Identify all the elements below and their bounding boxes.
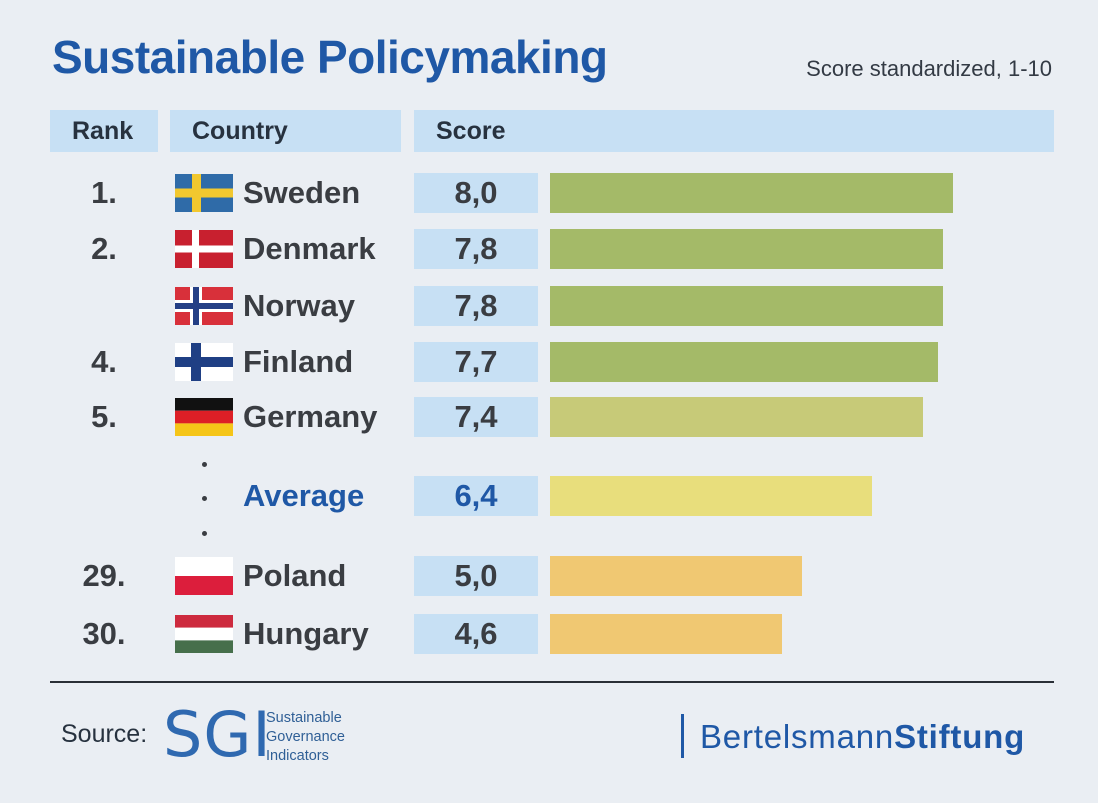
ellipsis-dot (202, 531, 207, 536)
finland-flag (175, 343, 233, 381)
sgi-line: Governance (266, 729, 345, 745)
score-label: 8,0 (414, 173, 538, 213)
score-label: 7,8 (414, 286, 538, 326)
score-label: 7,4 (414, 397, 538, 437)
country-label: Poland (243, 558, 347, 593)
score-label: 7,7 (414, 342, 538, 382)
footer-divider (50, 681, 1054, 683)
score-bar (550, 173, 953, 213)
bertelsmann-logo-bold: Stiftung (894, 718, 1026, 755)
score-label: 7,8 (414, 229, 538, 269)
country-label: Norway (243, 288, 355, 323)
page-subtitle: Score standardized, 1-10 (806, 56, 1052, 81)
ellipsis-dot (202, 462, 207, 467)
score-column-header: Score (414, 110, 1054, 152)
sgi-logo: SGI (163, 698, 272, 771)
sweden-flag (175, 174, 233, 212)
source-label: Source: (61, 720, 148, 748)
rank-column-header: Rank (50, 110, 158, 152)
bertelsmann-logo: BertelsmannStiftung (700, 718, 1025, 756)
country-label: Denmark (243, 231, 376, 266)
denmark-flag (175, 230, 233, 268)
score-label: 6,4 (414, 476, 538, 516)
average-label: Average (243, 478, 365, 513)
rank-label: 1. (91, 175, 117, 210)
score-bar (550, 229, 943, 269)
score-bar (550, 286, 943, 326)
hungary-flag (175, 615, 233, 653)
bertelsmann-divider (681, 714, 684, 758)
germany-flag (175, 398, 233, 436)
average-bar (550, 476, 872, 516)
rank-label: 29. (82, 558, 126, 593)
country-label: Hungary (243, 616, 369, 651)
norway-flag (175, 287, 233, 325)
score-bar (550, 342, 938, 382)
country-label: Finland (243, 344, 354, 379)
sgi-logo-text: Sustainable Governance Indicators (266, 709, 345, 766)
score-label: 4,6 (414, 614, 538, 654)
rank-label: 5. (91, 399, 117, 434)
score-bar (550, 397, 923, 437)
rank-label: 4. (91, 344, 117, 379)
country-label: Germany (243, 399, 378, 434)
score-bar (550, 614, 782, 654)
rank-label: 30. (82, 616, 126, 651)
page-title: Sustainable Policymaking (52, 31, 608, 83)
score-bar (550, 556, 802, 596)
score-label: 5,0 (414, 556, 538, 596)
rank-label: 2. (91, 231, 117, 266)
poland-flag (175, 557, 233, 595)
sgi-line: Indicators (266, 748, 329, 764)
ellipsis-dot (202, 496, 207, 501)
sgi-line: Sustainable (266, 710, 342, 726)
country-label: Sweden (243, 175, 361, 210)
country-column-header: Country (170, 110, 401, 152)
bertelsmann-logo-regular: Bertelsmann (700, 718, 895, 755)
